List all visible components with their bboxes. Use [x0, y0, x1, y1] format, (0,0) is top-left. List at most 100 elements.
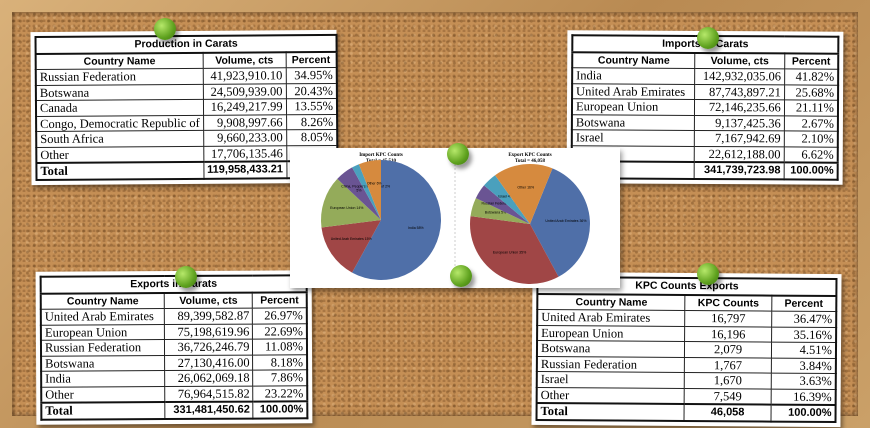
table-cell: 21.11% — [784, 99, 839, 116]
table-row: Russian Federation 36,726,246.79 11.08% — [40, 338, 308, 356]
pie-slice — [337, 167, 381, 220]
table-cell: 89,399,582.87 — [164, 308, 253, 325]
table-cell: 36,726,246.79 — [164, 339, 254, 356]
table-title: Exports in Carats — [40, 275, 307, 294]
pie-slice — [321, 178, 381, 228]
table-row: European Union 72,146,235.66 21.11% — [571, 98, 839, 116]
total-cell: Total — [536, 402, 685, 421]
table-row: United Arab Emirates 89,399,582.87 26.97% — [40, 307, 307, 325]
total-cell: Total — [36, 161, 204, 180]
table-cell: 72,146,235.66 — [694, 99, 785, 116]
table-cell: 7,167,942.69 — [694, 130, 785, 147]
table-cell: 11.08% — [252, 338, 308, 355]
table-row: Botswana 9,137,425.36 2.67% — [571, 114, 838, 132]
pie-slice — [470, 198, 530, 224]
kpc-table-card: KPC Counts Exports Country Name KPC Counts… — [531, 271, 842, 427]
pie-slice-label: European Union 35% — [493, 251, 526, 255]
table-cell: 9,137,425.36 — [694, 114, 785, 131]
pie-slice — [530, 168, 590, 277]
pushpin-icon — [697, 27, 719, 49]
table-cell: 22,612,188.00 — [694, 145, 785, 163]
pie-slice — [470, 216, 559, 284]
table-title: Production in Carats — [35, 34, 337, 54]
table-cell: Botswana — [35, 83, 204, 101]
pie-slice-label: Botswana 5% — [485, 211, 506, 215]
table-cell: 20.43% — [285, 82, 337, 99]
table-cell: European Union — [537, 324, 685, 342]
table-cell: 24,509,939.00 — [203, 83, 286, 100]
table-cell: Botswana — [571, 114, 695, 131]
table-cell: Israel — [536, 371, 685, 388]
total-cell: 331,481,450.62 — [164, 401, 254, 419]
table-cell: 26,062,069.18 — [164, 370, 254, 387]
table-cell: 75,198,619.96 — [164, 323, 253, 340]
column-header: KPC Counts — [685, 294, 772, 312]
table-row: Russian Federation 1,767 3.84% — [536, 355, 836, 374]
table-cell: 9,908,997.66 — [203, 114, 287, 131]
pie-slice — [352, 160, 441, 280]
total-cell: 100.00% — [770, 404, 836, 422]
table-cell: Botswana — [41, 355, 165, 372]
pie-slice — [352, 164, 381, 220]
table-cell: Israel — [571, 129, 695, 146]
table-cell: Russian Federation — [536, 355, 685, 373]
pie-slice-label: China, People's Republic of 2% — [341, 184, 390, 188]
table-row: India 26,062,069.18 7.86% — [41, 369, 308, 387]
column-header: Percent — [285, 51, 337, 68]
table-cell: 22.69% — [252, 323, 307, 340]
table-row: European Union 75,198,619.96 22.69% — [40, 323, 307, 341]
table-cell: 9,660,233.00 — [203, 129, 287, 146]
table-cell: 8.26% — [286, 113, 338, 130]
total-cell: Total — [41, 402, 165, 420]
table-cell: 16,797 — [684, 310, 772, 327]
pushpin-icon — [447, 143, 469, 165]
table-cell: 2.10% — [784, 130, 838, 147]
table-cell: 7.86% — [253, 369, 308, 386]
table-cell: European Union — [40, 324, 165, 341]
pie-slice-label: Israel 4% — [498, 195, 513, 199]
pie-slice — [358, 160, 381, 220]
table-cell: 142,932,035.06 — [694, 68, 785, 85]
table-row: United Arab Emirates 16,797 36.47% — [537, 309, 837, 328]
total-cell: 100.00% — [253, 401, 308, 419]
pushpin-icon — [175, 266, 197, 288]
table-cell: 17,706,135.46 — [203, 145, 287, 162]
export-pie-subtitle: Total = 46,058 — [515, 159, 546, 164]
table-cell: 16,196 — [684, 325, 772, 343]
total-cell: 100.00% — [783, 162, 838, 180]
table-cell: 25.68% — [784, 84, 839, 101]
table-cell: 4.51% — [771, 342, 837, 359]
table-cell: Russian Federation — [35, 68, 204, 86]
table-row: European Union 16,196 35.16% — [537, 324, 837, 343]
table-cell: 41,923,910.10 — [202, 67, 286, 84]
table-cell: 2,079 — [684, 341, 772, 358]
table-cell: European Union — [571, 98, 695, 115]
export-pie-title: Export KPC Counts — [508, 153, 551, 158]
table-row: Israel 7,167,942.69 2.10% — [571, 129, 838, 147]
pie-slice — [321, 220, 381, 273]
table-cell: 41.82% — [784, 68, 839, 85]
table-cell: 2.67% — [784, 115, 838, 132]
table-cell: Canada — [35, 99, 204, 117]
table-cell: Other — [41, 386, 165, 403]
table-cell: 7,549 — [684, 387, 772, 405]
pie-slice-label: 5% — [356, 189, 361, 193]
column-header: Percent — [771, 295, 837, 312]
exports-table-card: Exports in Carats Country Name Volume, cts… — [35, 270, 313, 425]
table-row: Botswana 27,130,416.00 8.18% — [41, 354, 308, 372]
table-cell: India — [41, 370, 165, 387]
pie-slice — [475, 185, 530, 224]
pie-slice — [484, 175, 530, 224]
table-cell: 8.05% — [286, 129, 338, 146]
column-header: Country Name — [35, 52, 203, 70]
exports-table: Exports in Carats Country Name Volume, cts… — [39, 274, 309, 421]
column-header: Volume, cts — [164, 292, 253, 309]
table-cell: Botswana — [536, 340, 685, 357]
pie-slice-label: Other 16% — [517, 185, 534, 189]
total-row: Total 46,058 100.00% — [536, 402, 836, 422]
column-header: Country Name — [572, 51, 695, 69]
table-cell: United Arab Emirates — [40, 308, 165, 325]
table-cell: 36.47% — [771, 311, 837, 328]
pie-slice-label: Russian Federation 4% — [482, 201, 518, 205]
table-cell: 23.22% — [253, 385, 308, 402]
